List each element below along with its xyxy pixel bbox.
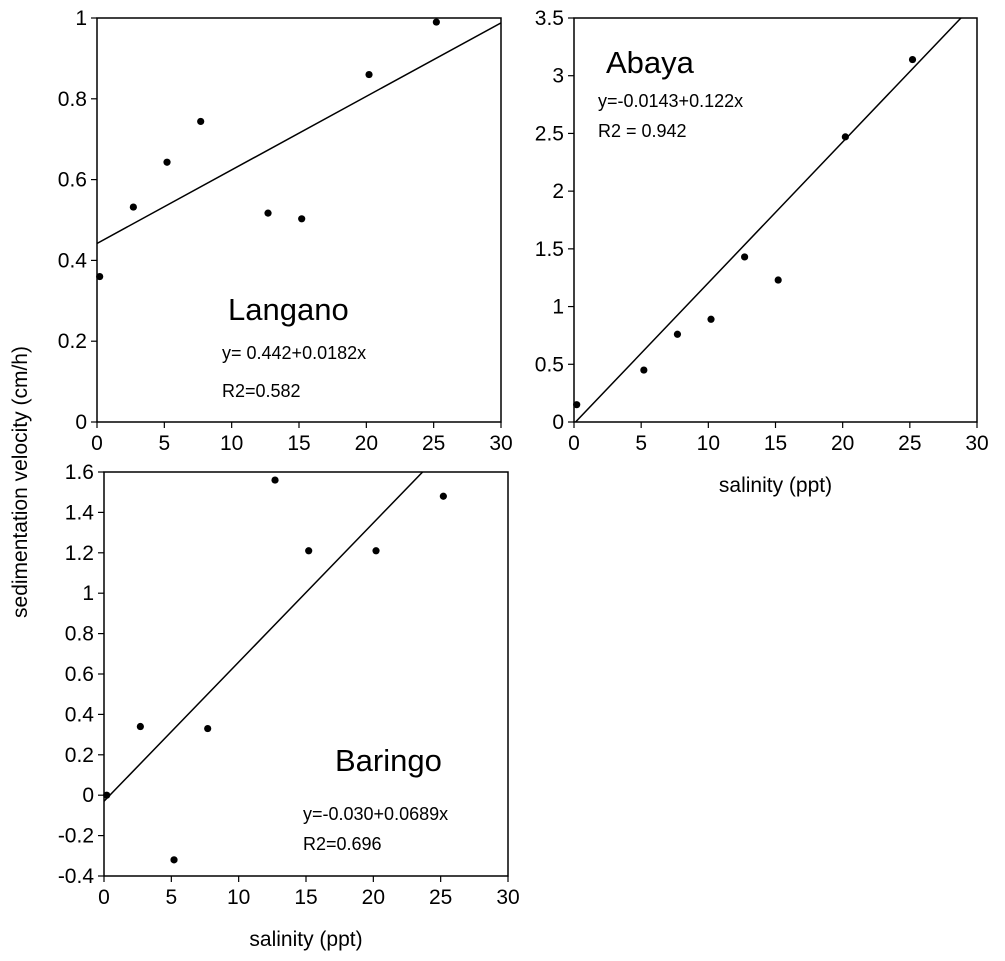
y-tick-label: 0.4 — [58, 249, 88, 272]
data-point — [707, 315, 715, 323]
y-tick-label: 0.2 — [58, 330, 87, 353]
y-tick-label: 1.5 — [535, 238, 564, 261]
y-tick-label: 1.4 — [65, 501, 95, 524]
x-tick-label: 15 — [764, 432, 787, 455]
x-tick-label: 10 — [697, 432, 720, 455]
data-point — [129, 203, 137, 211]
y-tick-label: -0.4 — [58, 865, 95, 888]
data-point — [298, 215, 306, 223]
data-point — [163, 158, 171, 166]
panel-abaya: 0 5 10 15 20 25 30 0 0.5 1 1.5 2 2.5 3 3.5 salinity (pp… — [535, 7, 989, 497]
panel-title: Abaya — [606, 45, 695, 80]
x-tick-label: 30 — [489, 432, 512, 455]
regression-line — [574, 18, 962, 422]
y-tick-label: 2 — [552, 180, 564, 203]
x-tick-label: 0 — [91, 432, 103, 455]
y-tick-label: 0.8 — [58, 88, 87, 111]
y-tick-label: 1 — [75, 7, 87, 30]
x-tick-label: 5 — [635, 432, 647, 455]
x-axis-label: salinity (ppt) — [719, 474, 832, 497]
data-point — [439, 492, 447, 500]
data-point — [774, 276, 782, 284]
y-tick-label: 3.5 — [535, 7, 564, 30]
data-point — [908, 55, 917, 64]
data-point — [170, 856, 178, 864]
x-tick-label: 30 — [496, 886, 519, 909]
panel-langano: 0 5 10 15 20 25 30 0 0.2 0.4 0.6 0.8 1 Langano y= 0.44… — [58, 7, 513, 455]
regression-annotation: R2=0.696 — [303, 834, 382, 854]
data-point — [365, 70, 373, 79]
data-point — [640, 366, 648, 374]
y-tick-label: 0.6 — [58, 169, 87, 192]
y-tick-label: 0.2 — [65, 744, 94, 767]
x-tick-label: 25 — [422, 432, 445, 455]
y-tick-label: 0.4 — [65, 703, 95, 726]
regression-annotation: y= 0.442+0.0182x — [222, 343, 366, 363]
x-tick-label: 30 — [965, 432, 988, 455]
panel-baringo: 0 5 10 15 20 25 30 -0.4 -0.2 0 0.2 0.4 0.6 0.8 1 1.2 1.4… — [58, 461, 520, 951]
data-point — [573, 401, 581, 409]
y-tick-label: 0 — [75, 411, 87, 434]
regression-annotation: R2 = 0.942 — [598, 121, 687, 141]
y-tick-label: 0.5 — [535, 353, 564, 376]
x-tick-label: 25 — [429, 886, 452, 909]
shared-y-axis-label: sedimentation velocity (cm/h) — [9, 346, 32, 618]
data-point — [197, 117, 205, 126]
panel-title: Baringo — [335, 743, 442, 778]
panel-title: Langano — [228, 292, 349, 327]
y-tick-label: -0.2 — [58, 825, 94, 848]
data-point — [673, 330, 682, 338]
x-tick-label: 15 — [294, 886, 317, 909]
y-tick-label: 0.6 — [65, 663, 94, 686]
data-point — [741, 253, 749, 261]
data-point — [841, 133, 849, 141]
x-tick-label: 0 — [98, 886, 110, 909]
data-point — [271, 476, 279, 484]
x-tick-label: 15 — [287, 432, 310, 455]
data-point — [305, 547, 313, 555]
y-tick-label: 1.2 — [65, 542, 94, 565]
data-point — [204, 724, 212, 733]
y-tick-label: 1 — [82, 582, 94, 605]
y-tick-label: 0 — [552, 411, 564, 434]
regression-annotation: y=-0.030+0.0689x — [303, 804, 448, 824]
x-tick-label: 20 — [355, 432, 378, 455]
x-tick-label: 0 — [568, 432, 580, 455]
y-tick-label: 2.5 — [535, 122, 564, 145]
y-tick-label: 0 — [82, 784, 94, 807]
x-tick-label: 5 — [158, 432, 170, 455]
x-tick-label: 20 — [362, 886, 385, 909]
regression-annotation: y=-0.0143+0.122x — [598, 91, 743, 111]
data-point — [136, 722, 144, 731]
data-point — [96, 272, 104, 281]
x-tick-label: 10 — [220, 432, 243, 455]
x-tick-label: 10 — [227, 886, 250, 909]
y-tick-label: 1.6 — [65, 461, 94, 484]
x-tick-label: 20 — [831, 432, 854, 455]
x-tick-label: 5 — [165, 886, 177, 909]
data-point — [264, 209, 272, 217]
x-tick-label: 25 — [898, 432, 921, 455]
y-tick-label: 0.8 — [65, 623, 94, 646]
regression-annotation: R2=0.582 — [222, 381, 301, 401]
regression-line — [104, 472, 424, 802]
y-tick-label: 1 — [552, 296, 564, 319]
x-axis-label: salinity (ppt) — [249, 928, 362, 951]
data-point — [103, 791, 111, 799]
data-point — [372, 547, 380, 555]
data-point — [432, 18, 440, 26]
regression-line — [97, 22, 501, 245]
y-tick-label: 3 — [552, 65, 564, 88]
